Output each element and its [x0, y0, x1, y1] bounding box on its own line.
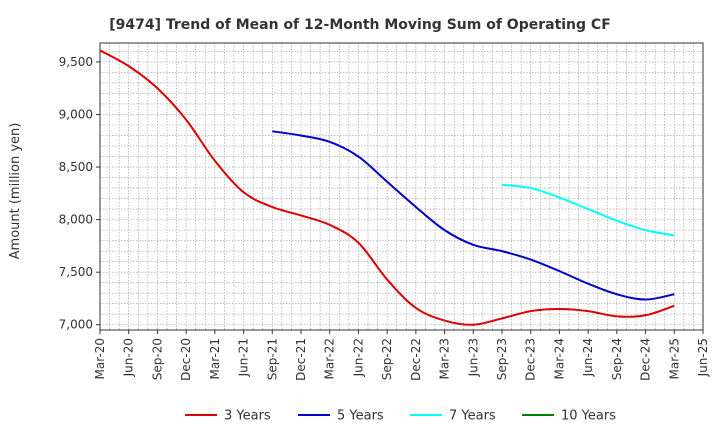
- x-tick-label: Mar-21: [208, 338, 222, 379]
- y-tick-label: 9,500: [59, 55, 93, 69]
- x-tick-label: Sep-24: [610, 338, 624, 380]
- x-tick-label: Sep-21: [265, 338, 279, 380]
- y-tick-label: 7,500: [59, 265, 93, 279]
- plot-area: 7,000 7,500 8,000 8,500 9,000 9,500 Mar-20 Jun-…: [59, 42, 710, 381]
- x-tick-label: Sep-20: [150, 338, 164, 380]
- legend: 3 Years 5 Years 7 Years 10 Years: [185, 409, 616, 424]
- series-line-3-years: [99, 49, 675, 326]
- x-tick-label: Mar-23: [438, 338, 452, 379]
- x-tick-label: Dec-21: [294, 338, 308, 381]
- x-tick-label: Jun-25: [696, 338, 710, 377]
- x-tick-label: Sep-23: [495, 338, 509, 380]
- x-tick-label: Mar-22: [323, 338, 337, 379]
- x-tick-label: Jun-22: [351, 338, 365, 377]
- y-tick-label: 8,500: [59, 160, 93, 174]
- chart-title: [9474] Trend of Mean of 12-Month Moving …: [109, 17, 611, 33]
- x-tick-label: Dec-22: [409, 338, 423, 381]
- x-tick-label: Jun-24: [581, 338, 595, 377]
- series-line-7-years: [501, 183, 675, 237]
- x-tick-label: Dec-20: [179, 338, 193, 381]
- y-tick-label: 8,000: [59, 213, 93, 227]
- y-axis-label: Amount (million yen): [8, 123, 23, 260]
- plot-border: [99, 42, 704, 331]
- legend-label-3-years: 3 Years: [224, 409, 271, 424]
- x-tick-label: Mar-20: [93, 338, 107, 379]
- legend-label-7-years: 7 Years: [449, 409, 496, 424]
- x-tick-label: Mar-25: [667, 338, 681, 379]
- x-tick-label: Jun-20: [122, 338, 136, 377]
- x-tick-label: Dec-23: [524, 338, 538, 381]
- y-tick-label: 7,000: [59, 318, 93, 332]
- plot-background: [100, 43, 703, 330]
- legend-label-5-years: 5 Years: [337, 409, 384, 424]
- x-tick-label: Jun-21: [237, 338, 251, 377]
- x-tick-label: Sep-22: [380, 338, 394, 380]
- y-tick-label: 9,000: [59, 107, 93, 121]
- x-tick-label: Dec-24: [639, 338, 653, 381]
- legend-label-10-years: 10 Years: [561, 409, 616, 424]
- series-line-5-years: [272, 130, 675, 301]
- x-tick-label: Mar-24: [552, 338, 566, 379]
- x-tick-label: Jun-23: [466, 338, 480, 377]
